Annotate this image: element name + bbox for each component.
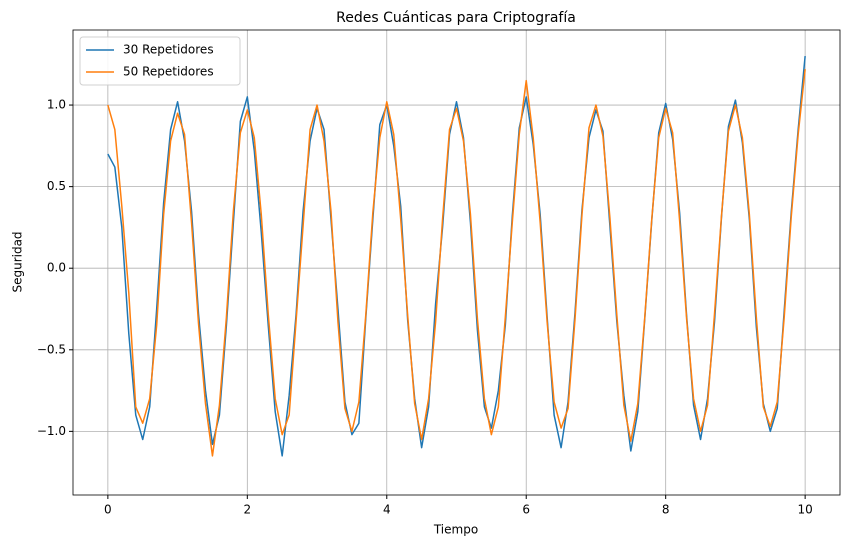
y-tick-label: −0.5: [37, 342, 66, 356]
y-tick-label: −1.0: [37, 424, 66, 438]
chart-title: Redes Cuánticas para Criptografía: [336, 10, 576, 26]
x-tick-label: 8: [662, 503, 670, 517]
line-series: [107, 69, 806, 457]
y-axis-label: Seguridad: [11, 231, 25, 292]
legend-label: 50 Repetidores: [123, 65, 214, 79]
x-axis-label: Tiempo: [433, 523, 478, 537]
x-tick-label: 4: [383, 503, 391, 517]
x-tick-label: 0: [104, 503, 112, 517]
y-tick-label: 0.5: [47, 179, 66, 193]
legend-label: 30 Repetidores: [123, 43, 214, 57]
x-tick-label: 2: [243, 503, 251, 517]
y-tick-label: 0.0: [47, 261, 66, 275]
x-tick-label: 10: [797, 503, 812, 517]
legend: 30 Repetidores 50 Repetidores: [79, 36, 241, 86]
plot-frame: [72, 29, 841, 496]
legend-box: [79, 36, 241, 86]
y-tick-label: 1.0: [47, 98, 66, 112]
x-tick-label: 6: [522, 503, 530, 517]
